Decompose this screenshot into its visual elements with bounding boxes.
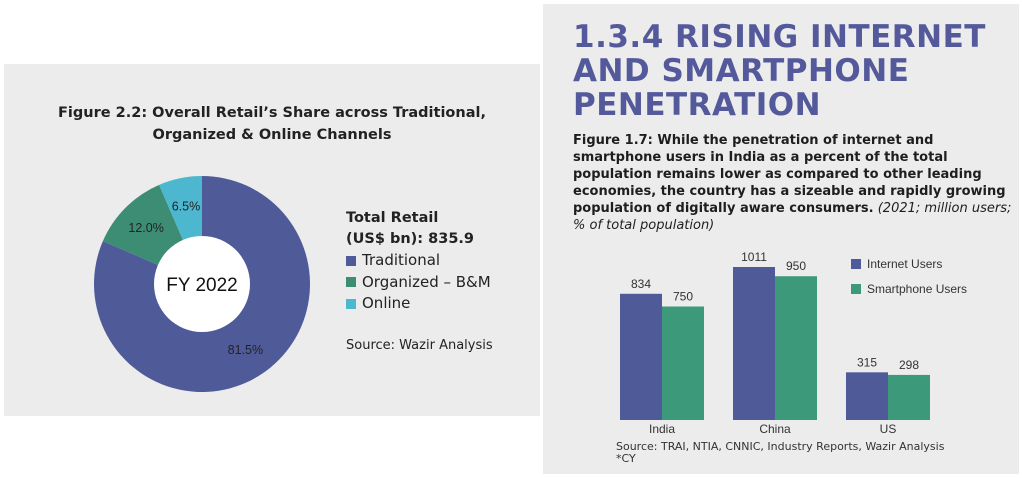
retail-share-panel: Figure 2.2: Overall Retail’s Share acros… <box>4 64 540 416</box>
source-note-left: Source: Wazir Analysis <box>346 338 493 353</box>
category-label-china: China <box>759 422 791 436</box>
figure-1-7-caption: Figure 1.7: While the penetration of int… <box>573 132 1013 234</box>
bar-us-smartphone-users <box>888 374 930 420</box>
caption-italic-text: (2021; million users; % of total populat… <box>573 201 1012 233</box>
donut-legend: Total Retail (US$ bn): 835.9 Traditional… <box>346 208 536 315</box>
bar-legend-swatch-internet-users <box>851 259 861 269</box>
bar-value-us-smartphone-users: 298 <box>899 358 919 372</box>
legend-swatch-online <box>346 298 356 309</box>
legend-title: Total Retail (US$ bn): 835.9 <box>346 208 536 250</box>
caption-bold-text: Figure 1.7: While the penetration of int… <box>573 133 1006 216</box>
section-heading-line1: 1.3.4 RISING INTERNET <box>573 19 986 55</box>
category-label-india: India <box>649 422 675 436</box>
bar-chart: 834 750 1011 950 315 298 India China US Interne… <box>620 250 967 436</box>
bar-marks <box>620 267 930 420</box>
donut-label-online: 6.5% <box>172 200 201 214</box>
bar-india-internet-users <box>620 293 662 420</box>
donut-center-label: FY 2022 <box>166 275 237 296</box>
legend-swatch-organized-b-m <box>346 277 356 288</box>
bar-legend: Internet Users Smartphone Users <box>851 257 967 296</box>
legend-title-line1: Total Retail <box>346 210 439 226</box>
donut-label-traditional: 81.5% <box>228 343 263 357</box>
bar-legend-label-smartphone-users: Smartphone Users <box>867 282 967 296</box>
legend-item-traditional: Traditional <box>346 250 536 272</box>
bar-value-china-internet-users: 1011 <box>741 250 767 264</box>
bar-us-internet-users <box>846 372 888 420</box>
bar-china-internet-users <box>733 267 775 420</box>
source-note-right: Source: TRAI, NTIA, CNNIC, Industry Repo… <box>616 440 945 453</box>
donut-hole <box>154 236 250 332</box>
bar-legend-swatch-smartphone-users <box>851 284 861 294</box>
legend-item-organized-b-m: Organized – B&M <box>346 272 536 294</box>
bar-legend-label-internet-users: Internet Users <box>867 257 942 271</box>
figure-2-2-title-line2: Organized & Online Channels <box>152 127 392 143</box>
category-label-us: US <box>880 422 897 436</box>
donut-label-organized-b-m: 12.0% <box>128 221 163 235</box>
bar-china-smartphone-users <box>775 276 817 420</box>
legend-label-traditional: Traditional <box>362 251 441 269</box>
bar-india-smartphone-users <box>662 306 704 420</box>
bar-value-india-internet-users: 834 <box>631 277 651 291</box>
section-heading: 1.3.4 RISING INTERNET AND SMARTPHONE PEN… <box>573 20 1013 122</box>
section-heading-line2: AND SMARTPHONE <box>573 53 910 89</box>
legend-items: Traditional Organized – B&M Online <box>346 250 536 315</box>
bar-value-china-smartphone-users: 950 <box>786 259 806 273</box>
donut-chart: FY 2022 81.5% 12.0% 6.5% <box>94 176 310 392</box>
internet-penetration-panel: 1.3.4 RISING INTERNET AND SMARTPHONE PEN… <box>543 4 1019 474</box>
bar-value-us-internet-users: 315 <box>857 355 877 369</box>
donut-slice-labels: 81.5% 12.0% 6.5% <box>128 200 263 357</box>
figure-2-2-title: Figure 2.2: Overall Retail’s Share acros… <box>4 102 540 146</box>
bar-value-india-smartphone-users: 750 <box>673 289 693 303</box>
calendar-year-footnote: *CY <box>616 452 636 465</box>
section-heading-line3: PENETRATION <box>573 87 822 123</box>
bar-category-labels: India China US <box>649 422 896 436</box>
legend-label-organized-b-m: Organized – B&M <box>362 272 491 291</box>
legend-swatch-traditional <box>346 255 356 266</box>
figure-2-2-title-line1: Figure 2.2: Overall Retail’s Share acros… <box>58 105 486 121</box>
legend-item-online: Online <box>346 293 536 315</box>
legend-label-online: Online <box>362 294 411 312</box>
legend-title-line2: (US$ bn): 835.9 <box>346 231 475 247</box>
bar-value-labels: 834 750 1011 950 315 298 <box>631 250 919 372</box>
